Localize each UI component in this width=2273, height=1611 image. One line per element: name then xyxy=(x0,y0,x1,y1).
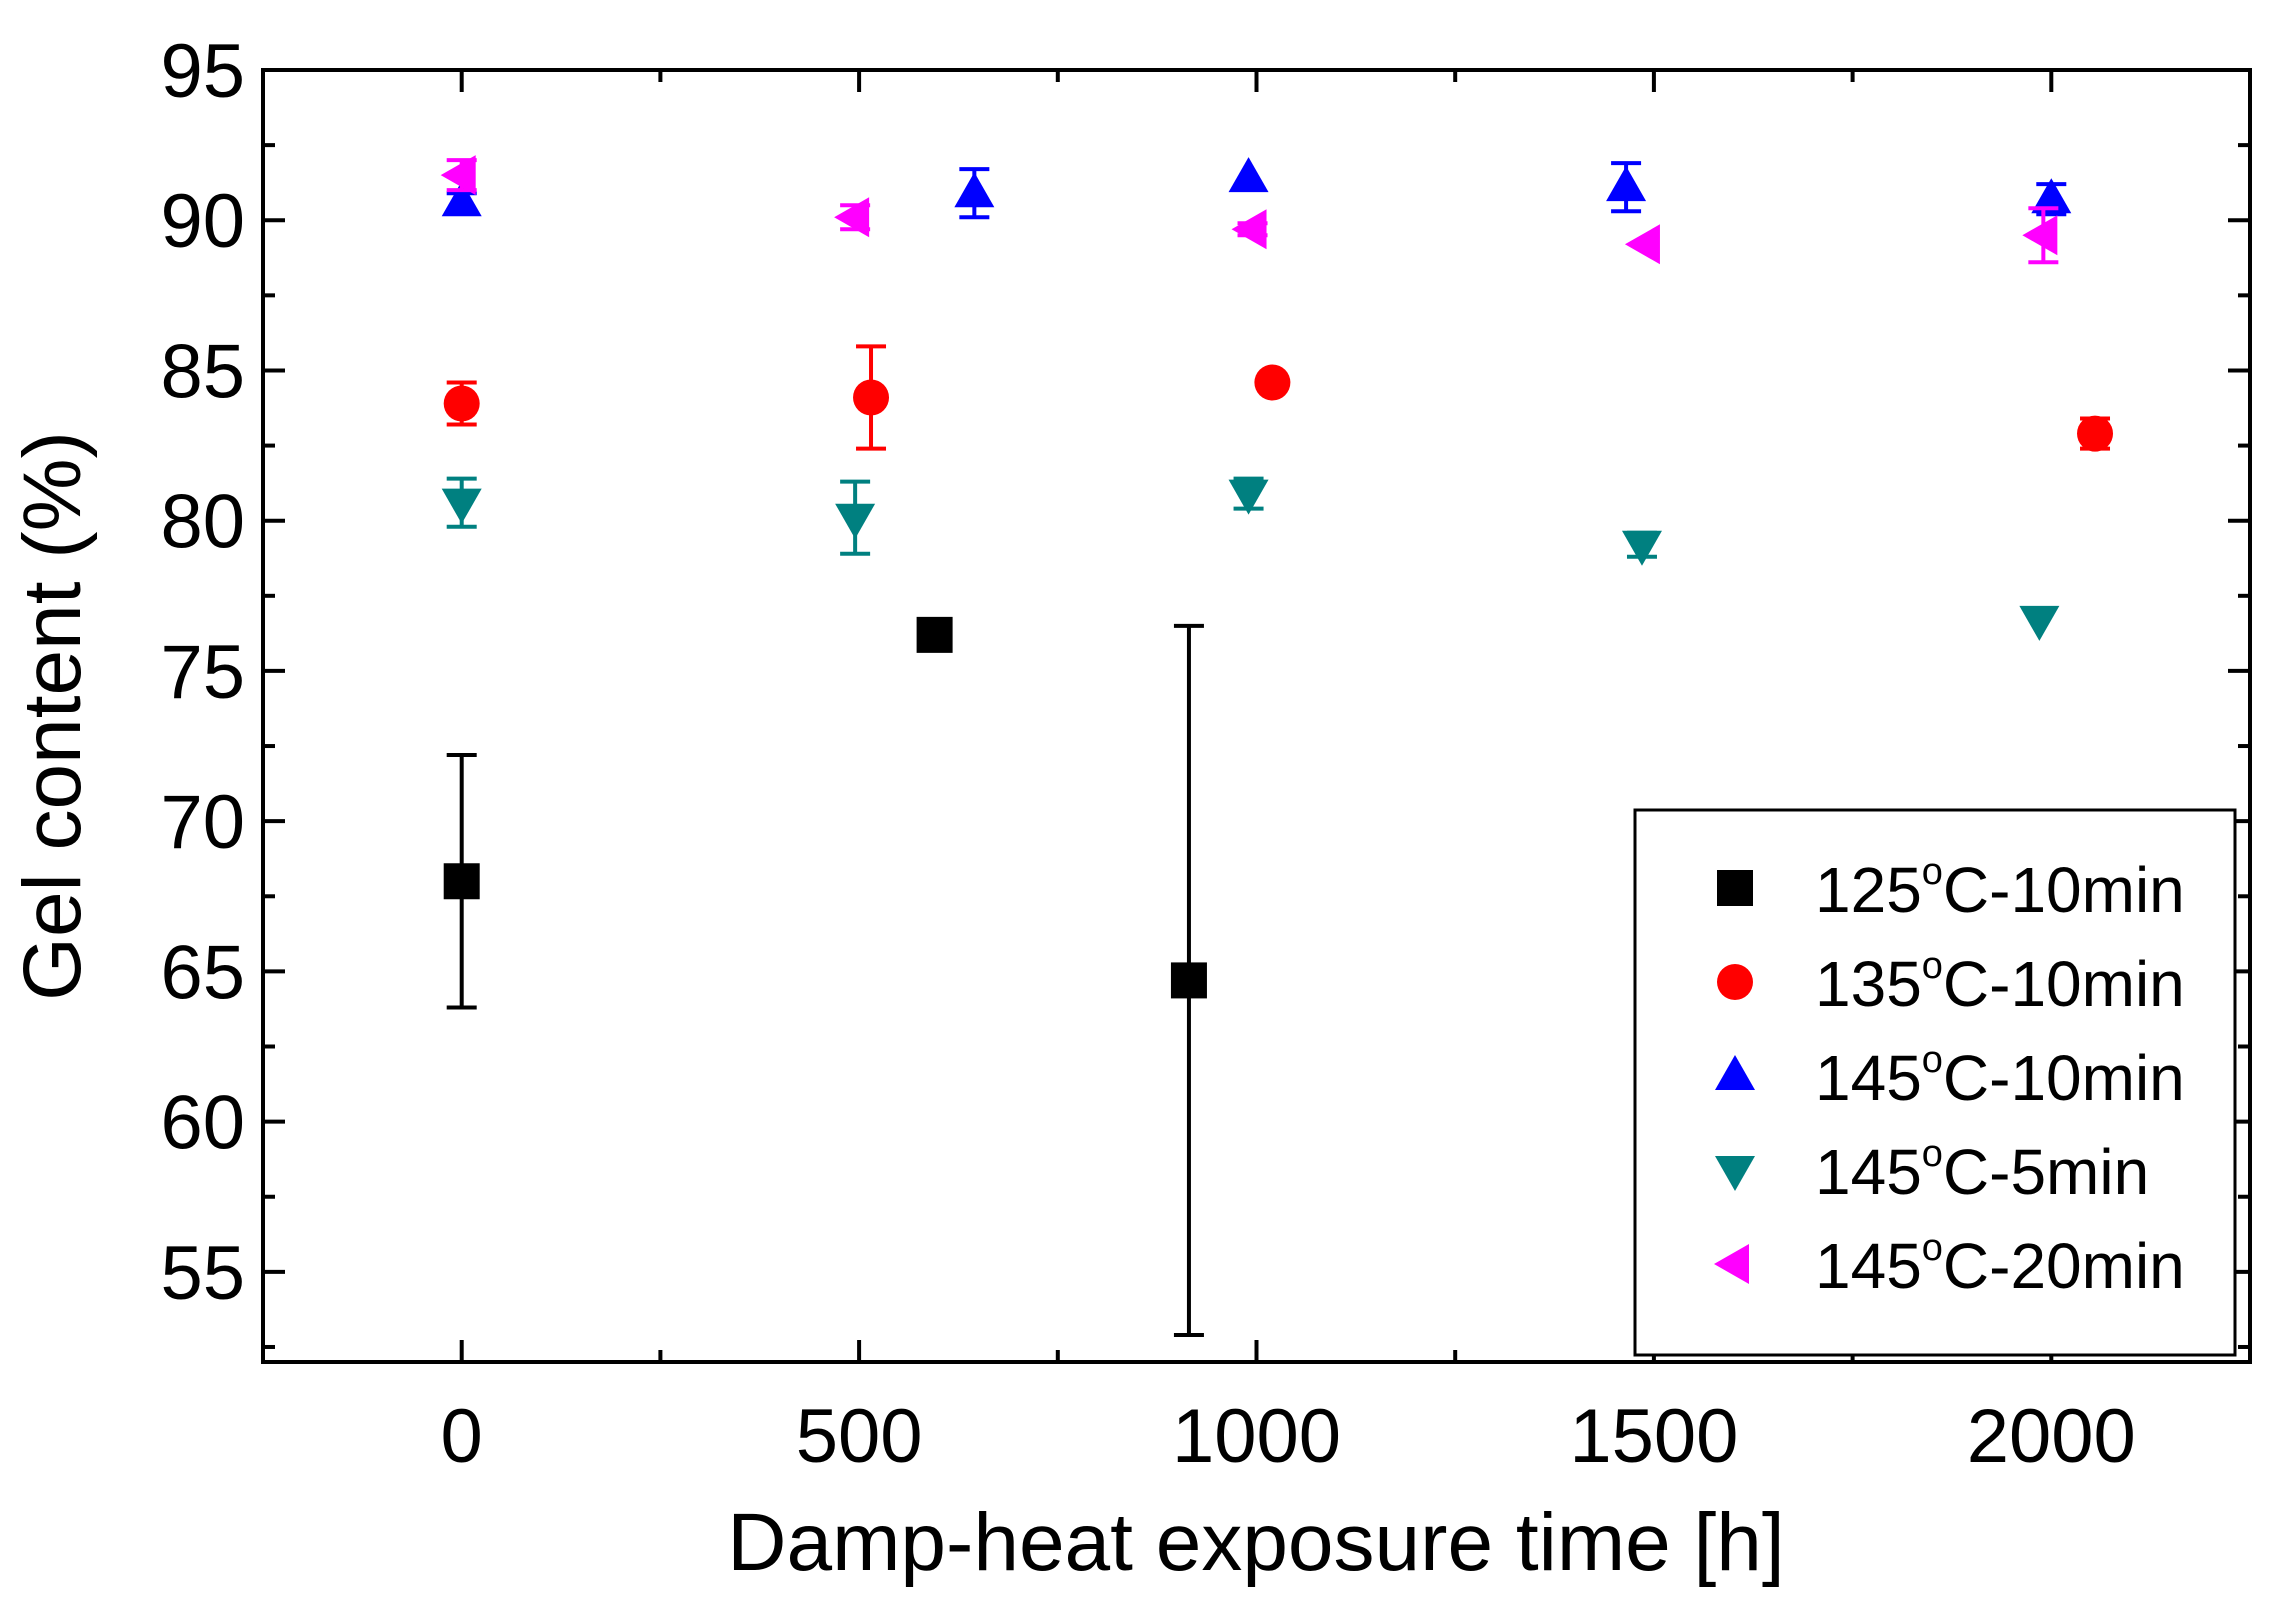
y-tick-label: 90 xyxy=(160,179,245,264)
y-tick-label: 85 xyxy=(160,329,245,414)
series-triangle-up xyxy=(441,157,2072,220)
data-point xyxy=(1621,530,1662,566)
data-point xyxy=(2019,605,2060,641)
series-triangle-down xyxy=(441,476,2060,641)
legend-label: 145oC-5min xyxy=(1815,1133,2149,1208)
data-point xyxy=(1228,157,1269,193)
legend-marker xyxy=(1717,870,1753,906)
data-point xyxy=(834,197,870,238)
legend: 125oC-10min 135oC-10min 145oC-10min 145oC-5… xyxy=(1633,808,2237,1357)
y-tick-label: 95 xyxy=(160,29,245,114)
legend-marker xyxy=(1715,1156,1755,1191)
series-triangle-left xyxy=(440,155,2059,265)
data-point xyxy=(2031,178,2072,214)
data-point xyxy=(1606,166,1647,202)
legend-label: 135oC-10min xyxy=(1815,945,2185,1020)
x-tick-label: 1500 xyxy=(1569,1394,1738,1479)
legend-marker xyxy=(1717,964,1753,1000)
data-point xyxy=(853,379,890,416)
y-tick-label: 75 xyxy=(160,630,245,715)
y-tick-label: 70 xyxy=(160,780,245,865)
data-point xyxy=(2077,415,2114,452)
legend-marker xyxy=(1715,1055,1755,1090)
data-point xyxy=(441,181,482,217)
x-tick-label: 0 xyxy=(441,1394,483,1479)
legend-label: 145oC-10min xyxy=(1815,1039,2185,1114)
data-series xyxy=(440,155,2114,1337)
legend-items: 125oC-10min 135oC-10min 145oC-10min 145oC-5… xyxy=(1714,851,2185,1302)
data-point xyxy=(2022,215,2058,256)
y-tick-label: 55 xyxy=(160,1231,245,1316)
axis-ticks xyxy=(261,68,2252,1362)
x-tick-label: 2000 xyxy=(1967,1394,2136,1479)
x-axis-title: Damp-heat exposure time [h] xyxy=(727,1497,1784,1588)
data-point xyxy=(443,863,480,900)
legend-marker xyxy=(1714,1244,1749,1284)
data-point xyxy=(954,172,995,208)
y-tick-label: 80 xyxy=(160,480,245,565)
data-point xyxy=(441,488,482,524)
data-point xyxy=(1228,479,1269,515)
data-point xyxy=(835,503,876,539)
data-point xyxy=(1170,962,1207,999)
legend-label: 125oC-10min xyxy=(1815,851,2185,926)
data-point xyxy=(1231,209,1267,250)
legend-label: 145oC-20min xyxy=(1815,1227,2185,1302)
x-tick-label: 500 xyxy=(796,1394,923,1479)
series-square xyxy=(443,616,1207,1337)
x-tick-label: 1000 xyxy=(1172,1394,1341,1479)
data-point xyxy=(916,616,953,653)
data-point xyxy=(443,385,480,422)
data-point xyxy=(440,155,476,196)
y-tick-label: 60 xyxy=(160,1081,245,1166)
y-axis-title: Gel content (%) xyxy=(7,431,98,1001)
y-tick-label: 65 xyxy=(160,930,245,1015)
tick-labels: 0 500 1000 1500 2000 55 60 65 70 75 80 85 90 95 xyxy=(160,29,2135,1479)
data-point xyxy=(1254,364,1291,401)
series-circle xyxy=(443,344,2114,452)
data-point xyxy=(1624,224,1660,265)
